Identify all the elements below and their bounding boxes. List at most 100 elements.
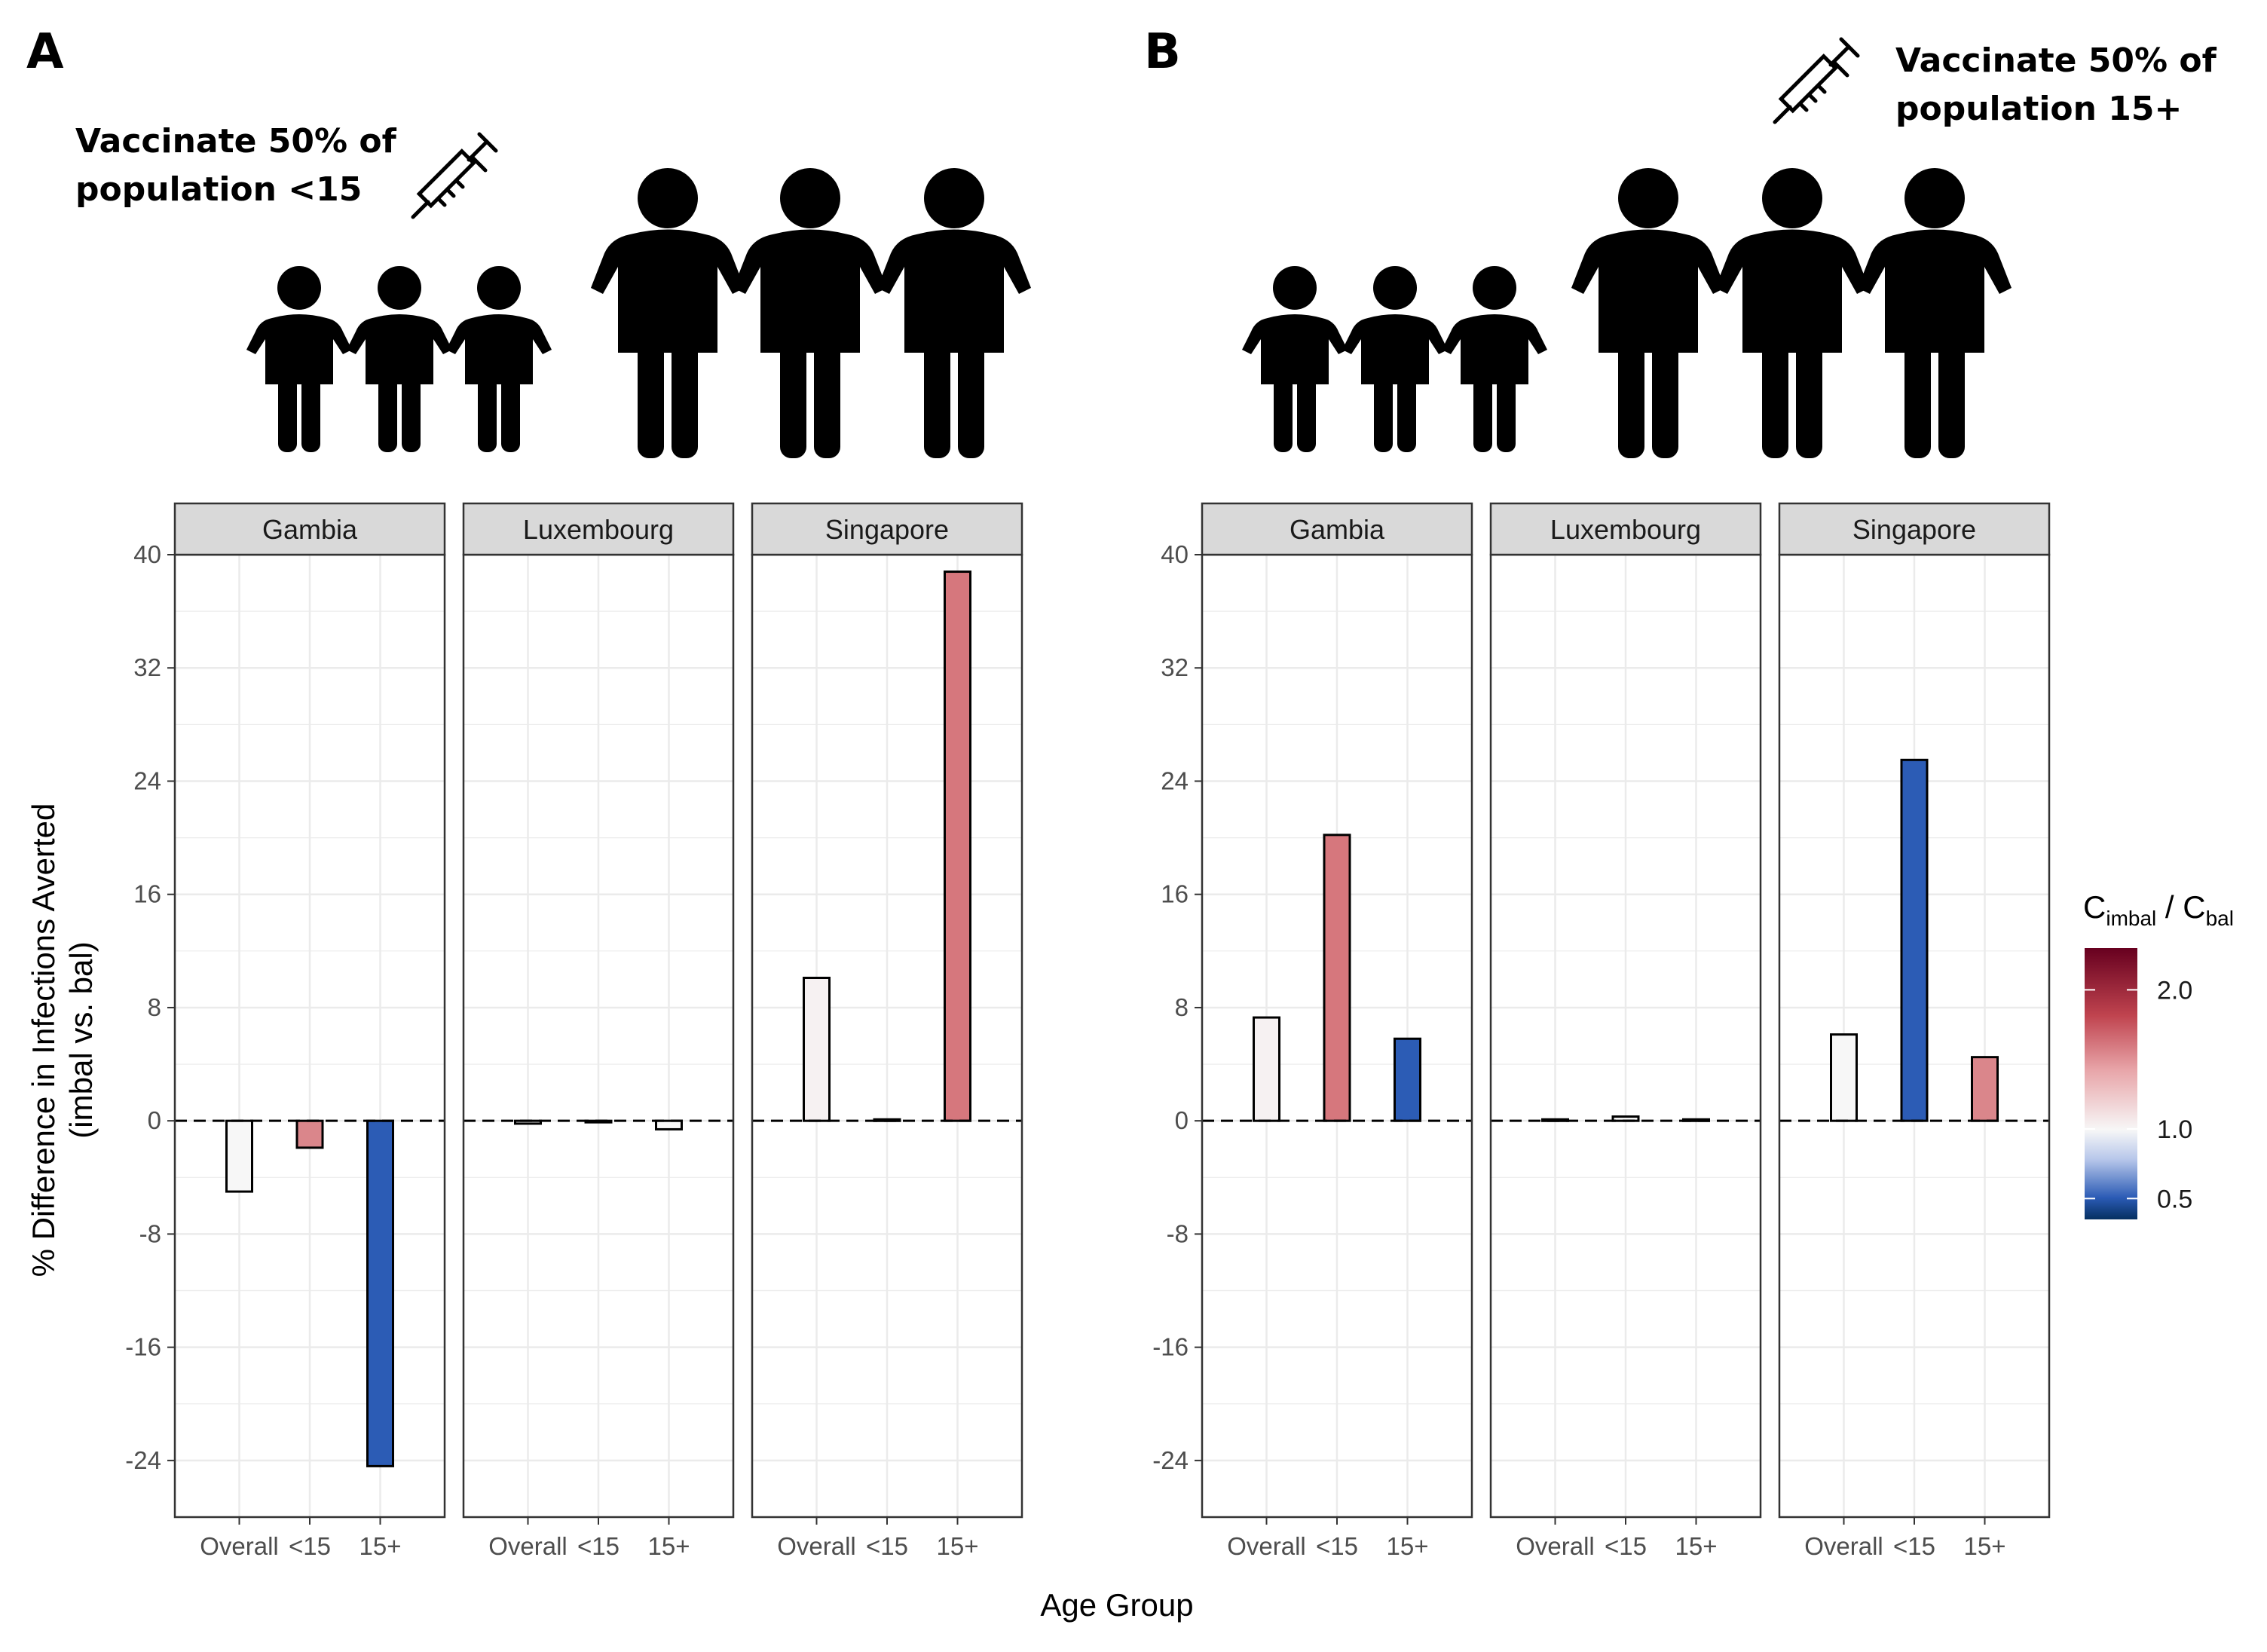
y-tick-label: -16 — [125, 1333, 161, 1361]
legend-tick-label: 1.0 — [2157, 1115, 2192, 1144]
x-tick-label: 15+ — [1387, 1532, 1429, 1560]
bar-gambia-2 — [366, 1119, 394, 1467]
x-tick-label: <15 — [1605, 1532, 1647, 1560]
bar-singapore-1 — [1900, 758, 1929, 1122]
syringe-icon — [1775, 39, 1858, 122]
y-tick-label: 32 — [133, 653, 161, 681]
y-tick-label: -8 — [139, 1219, 161, 1247]
syringe-icon — [413, 134, 496, 217]
x-tick-label: <15 — [289, 1532, 331, 1560]
y-tick-label: -8 — [1167, 1219, 1189, 1247]
y-tick-label: 24 — [133, 766, 161, 794]
facet-strip — [462, 502, 735, 556]
panel-b-letter: B — [1144, 24, 1181, 80]
adult-figure-icon — [733, 168, 887, 458]
facet-strip-label: Singapore — [825, 514, 949, 545]
y-tick-label: 24 — [1161, 766, 1189, 794]
bar-singapore-2 — [944, 571, 971, 1122]
bar-singapore-0 — [1830, 1033, 1858, 1122]
y-tick-label: 8 — [148, 993, 161, 1021]
facet-strip — [173, 502, 446, 556]
child-figure-icon — [347, 266, 452, 452]
facet-strip-label: Singapore — [1852, 514, 1976, 545]
y-tick-label: 40 — [1161, 540, 1189, 568]
y-axis-title-line2: (imbal vs. bal) — [63, 941, 99, 1138]
x-tick-label: 15+ — [648, 1532, 690, 1560]
bar-singapore-0 — [803, 977, 831, 1122]
bar-gambia-1 — [1323, 834, 1351, 1122]
facet-strip-label: Luxembourg — [1550, 514, 1701, 545]
legend-tick-label: 2.0 — [2157, 976, 2192, 1005]
legend-tick-label: 0.5 — [2157, 1185, 2192, 1213]
y-tick-label: 0 — [148, 1106, 161, 1134]
y-tick-label: -24 — [1152, 1446, 1189, 1474]
adult-figure-icon — [877, 168, 1031, 458]
child-figure-icon — [446, 266, 552, 452]
adult-figure-icon — [1571, 168, 1725, 458]
facet-singapore: Singapore Overall <15 15+ — [751, 502, 1023, 1560]
legend-title: Cimbal / Cbal — [2083, 889, 2234, 930]
facet-strip — [1489, 502, 1762, 556]
adult-figure-icon — [1715, 168, 1869, 458]
y-tick-label: 32 — [1161, 653, 1189, 681]
panel-a-letter: A — [26, 24, 64, 80]
y-tick-label: -16 — [1152, 1333, 1189, 1361]
y-tick-label: 16 — [133, 880, 161, 908]
x-tick-label: 15+ — [359, 1532, 402, 1560]
y-tick-label: -24 — [125, 1446, 161, 1474]
facet-strip — [1778, 502, 2051, 556]
bar-luxembourg-2 — [655, 1119, 683, 1130]
facet-strip-label: Gambia — [1290, 514, 1385, 545]
bar-gambia-0 — [225, 1119, 253, 1193]
panel-a-header: A Vaccinate 50% of population <15 — [26, 24, 1031, 458]
y-axis-title-line1: % Difference in Infections Averted — [26, 803, 61, 1277]
color-legend: Cimbal / Cbal 2.0 1.0 0.5 — [2083, 889, 2234, 1219]
panel-b-caption-line2: population 15+ — [1895, 90, 2182, 128]
panel-b-caption-line1: Vaccinate 50% of — [1895, 41, 2217, 80]
facet-strip-label: Gambia — [262, 514, 358, 545]
panel-b-header: B Vaccinate 50% of population 15+ — [1144, 24, 2217, 458]
y-tick-label: 8 — [1175, 993, 1189, 1021]
x-tick-label: 15+ — [1675, 1532, 1718, 1560]
child-figure-icon — [246, 266, 352, 452]
facet-strip — [1201, 502, 1473, 556]
x-tick-label: 15+ — [1964, 1532, 2006, 1560]
facet-luxembourg: Luxembourg Overall <15 15+ — [1489, 502, 1762, 1560]
x-tick-label: <15 — [1893, 1532, 1935, 1560]
x-tick-label: 15+ — [937, 1532, 979, 1560]
bar-gambia-2 — [1394, 1037, 1421, 1122]
bar-singapore-2 — [1971, 1056, 1999, 1122]
x-tick-label: Overall — [1804, 1532, 1883, 1560]
facet-luxembourg: Luxembourg Overall <15 15+ — [462, 502, 735, 1560]
facet-gambia: Gambia Overall <15 15+ — [173, 502, 446, 1560]
y-tick-label: 0 — [1175, 1106, 1189, 1134]
x-tick-label: Overall — [200, 1532, 279, 1560]
bar-gambia-0 — [1253, 1016, 1280, 1122]
bar-gambia-1 — [295, 1119, 324, 1149]
facet-strip — [751, 502, 1023, 556]
facet-singapore: Singapore Overall <15 15+ — [1778, 502, 2051, 1560]
x-tick-label: Overall — [488, 1532, 568, 1560]
y-tick-label: 40 — [133, 540, 161, 568]
legend-colorbar — [2085, 948, 2137, 1219]
x-tick-label: Overall — [1516, 1532, 1595, 1560]
x-tick-label: <15 — [866, 1532, 908, 1560]
child-figure-icon — [1242, 266, 1348, 452]
x-tick-label: Overall — [1227, 1532, 1306, 1560]
x-tick-label: Overall — [777, 1532, 856, 1560]
panel-a-caption-line1: Vaccinate 50% of — [75, 122, 397, 161]
x-axis-title: Age Group — [1040, 1587, 1193, 1623]
x-tick-label: <15 — [577, 1532, 620, 1560]
facet-gambia: Gambia Overall <15 15+ — [1201, 502, 1473, 1560]
adult-figure-icon — [591, 168, 745, 458]
y-axis-title: % Difference in Infections Averted (imba… — [26, 803, 99, 1277]
y-tick-label: 16 — [1161, 880, 1189, 908]
child-figure-icon — [1342, 266, 1448, 452]
x-tick-label: <15 — [1316, 1532, 1358, 1560]
facet-strip-label: Luxembourg — [523, 514, 674, 545]
adult-figure-icon — [1858, 168, 2012, 458]
